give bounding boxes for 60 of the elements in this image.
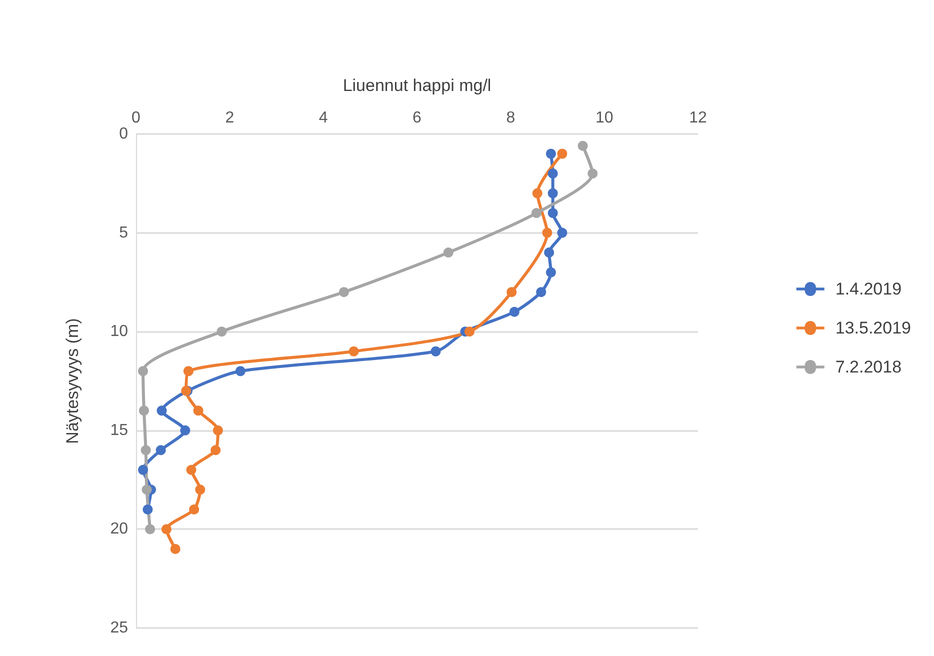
point bbox=[532, 188, 542, 198]
point bbox=[156, 445, 166, 456]
legend-label: 7.2.2018 bbox=[835, 358, 902, 376]
point bbox=[546, 267, 556, 278]
y-tick-label: 25 bbox=[110, 620, 128, 636]
point bbox=[193, 406, 204, 416]
x-tick-label: 10 bbox=[595, 110, 614, 126]
y-tick-label: 15 bbox=[110, 422, 128, 439]
point bbox=[548, 168, 558, 179]
point bbox=[548, 188, 558, 198]
point bbox=[464, 326, 474, 337]
point bbox=[189, 504, 200, 514]
point bbox=[210, 445, 221, 456]
point bbox=[557, 148, 568, 159]
legend-label: 13.5.2019 bbox=[835, 318, 912, 338]
point bbox=[170, 544, 180, 554]
point bbox=[156, 406, 167, 416]
y-tick-label: 10 bbox=[110, 323, 128, 340]
point bbox=[142, 484, 152, 495]
point bbox=[145, 524, 156, 534]
point bbox=[235, 366, 246, 376]
point bbox=[216, 326, 227, 337]
point bbox=[509, 306, 520, 317]
point bbox=[140, 445, 151, 456]
point bbox=[506, 287, 517, 298]
point bbox=[348, 346, 359, 356]
point bbox=[142, 504, 153, 514]
x-tick-label: 8 bbox=[506, 110, 516, 126]
point bbox=[548, 208, 558, 218]
point bbox=[338, 287, 349, 298]
y-tick-label: 5 bbox=[119, 224, 128, 242]
point bbox=[186, 464, 196, 475]
point bbox=[536, 287, 546, 298]
y-tick-label: 20 bbox=[110, 520, 128, 538]
x-tick-label: 12 bbox=[689, 110, 707, 126]
point bbox=[138, 464, 148, 475]
x-tick-label: 0 bbox=[132, 110, 141, 126]
point bbox=[544, 248, 554, 258]
point bbox=[542, 228, 552, 238]
point bbox=[546, 148, 556, 159]
point bbox=[443, 248, 454, 258]
point bbox=[195, 484, 206, 495]
x-axis-title: Liuennut happi mg/l bbox=[342, 76, 492, 95]
point bbox=[180, 425, 190, 436]
y-tick-label: 0 bbox=[119, 126, 128, 142]
x-tick-label: 4 bbox=[318, 110, 328, 126]
point bbox=[161, 524, 172, 534]
x-tick-label: 2 bbox=[225, 110, 234, 126]
point bbox=[212, 425, 223, 436]
point bbox=[138, 406, 149, 416]
point bbox=[588, 168, 598, 179]
point bbox=[430, 346, 441, 356]
x-tick-label: 6 bbox=[412, 110, 422, 126]
legend-label: 1.4.2019 bbox=[835, 280, 902, 298]
point bbox=[183, 366, 194, 376]
point bbox=[557, 228, 568, 238]
point bbox=[578, 140, 588, 151]
point bbox=[531, 208, 542, 218]
point bbox=[138, 366, 148, 376]
y-axis-title: Näytesyvyys (m) bbox=[63, 318, 82, 444]
